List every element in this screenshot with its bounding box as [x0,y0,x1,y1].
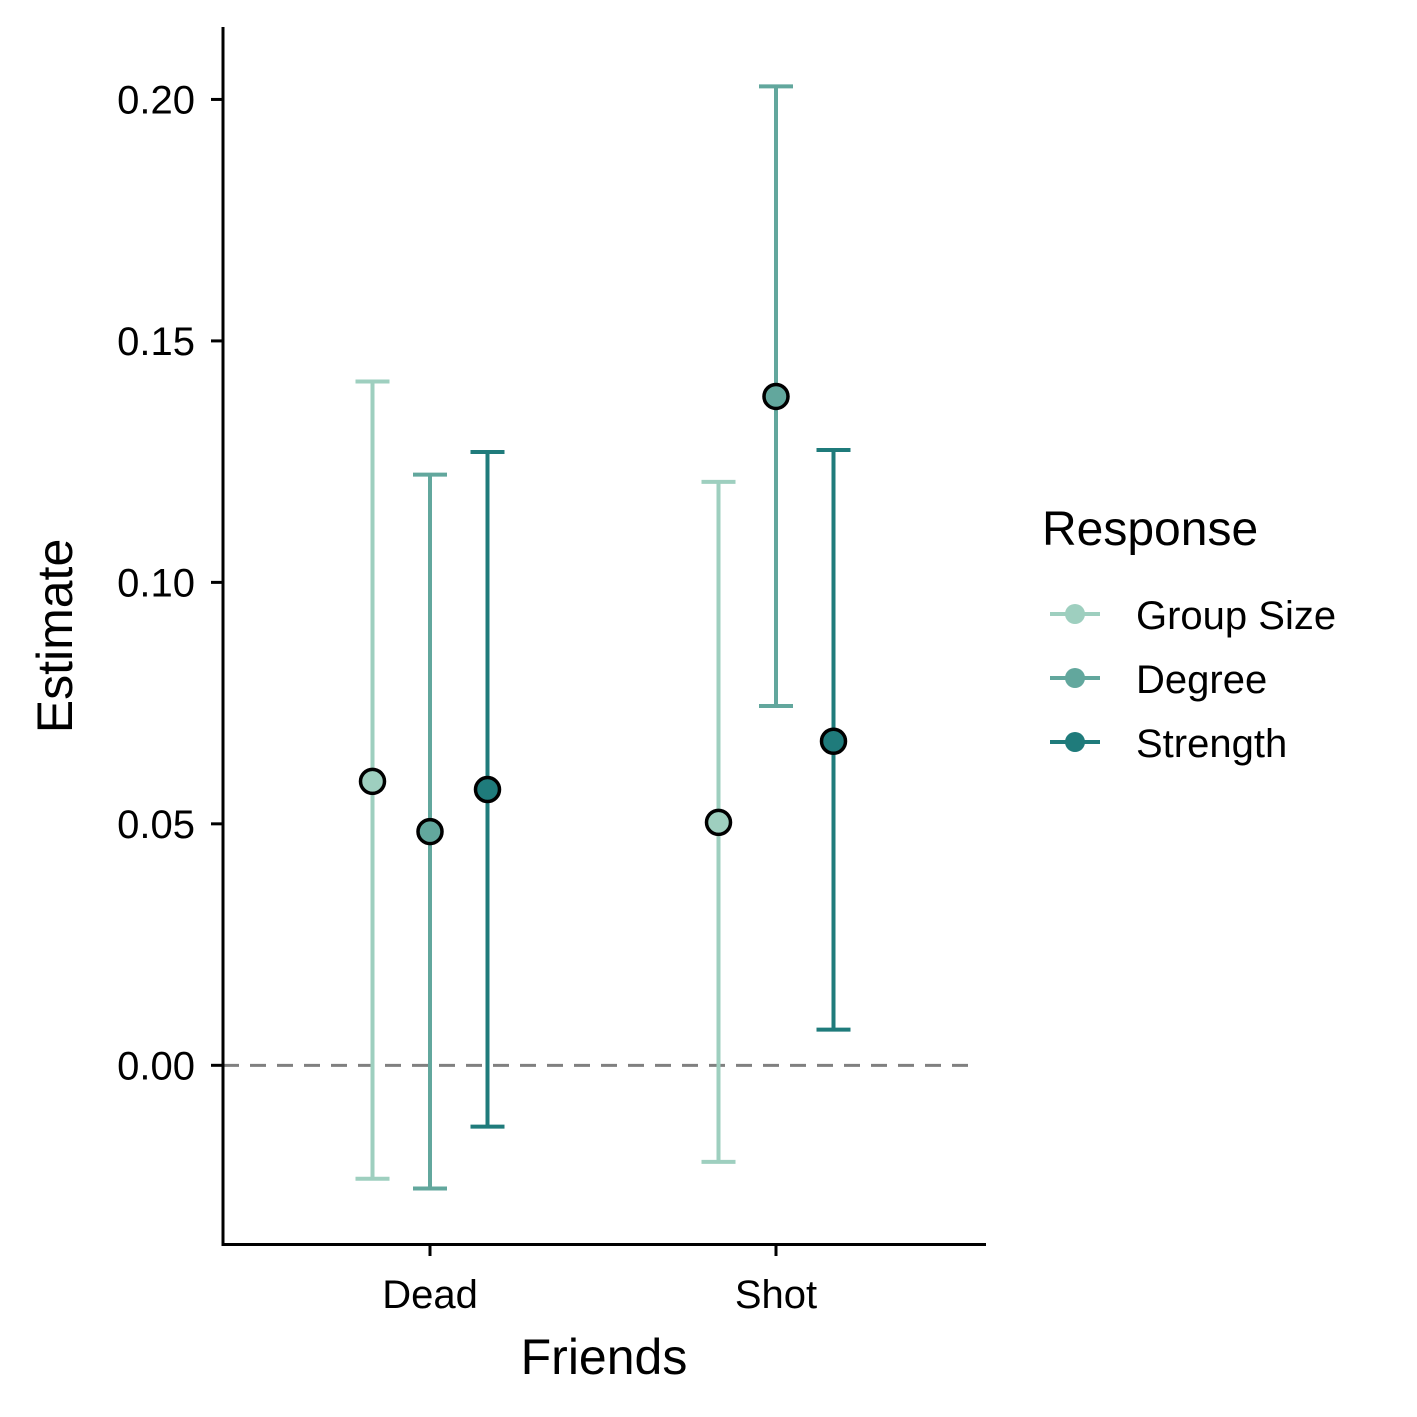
legend-title: Response [1042,503,1258,556]
errorbar-strength-dead [470,449,505,1129]
y-tick-label: 0.20 [117,78,195,122]
legend-key-point [1065,604,1085,624]
legend: Response Group Size Degree Strength [1042,503,1336,766]
y-axis-ticks: 0.00 0.05 0.10 0.15 0.20 [117,78,223,1088]
x-tick-label: Dead [382,1273,478,1317]
estimate-point [704,808,733,837]
chart-marks [355,84,851,1191]
estimate-point [762,382,790,411]
legend-item-group-size: Group Size [1050,594,1336,638]
estimate-point [416,817,444,846]
x-axis-title: Friends [521,1329,688,1385]
x-axis-ticks: Dead Shot [382,1244,817,1317]
legend-key-point [1065,732,1085,752]
y-tick-label: 0.15 [117,320,195,364]
legend-item-degree: Degree [1050,658,1267,702]
legend-label: Strength [1136,722,1287,766]
errorbar-group-size-dead [355,379,390,1181]
estimate-point [358,767,387,796]
errorbar-degree-shot [759,84,793,709]
y-axis-title: Estimate [27,539,83,734]
y-tick-label: 0.05 [117,803,195,847]
y-tick-label: 0.10 [117,561,195,605]
errorbar-strength-shot [816,448,851,1032]
errorbar-degree-dead [413,472,447,1191]
estimate-point [473,775,502,804]
x-tick-label: Shot [735,1273,817,1317]
legend-item-strength: Strength [1050,722,1287,766]
errorbar-group-size-shot [701,479,736,1164]
legend-label: Group Size [1136,594,1336,638]
y-tick-label: 0.00 [117,1044,195,1088]
legend-label: Degree [1136,658,1267,702]
legend-key-point [1065,668,1085,688]
estimate-point [819,727,848,756]
